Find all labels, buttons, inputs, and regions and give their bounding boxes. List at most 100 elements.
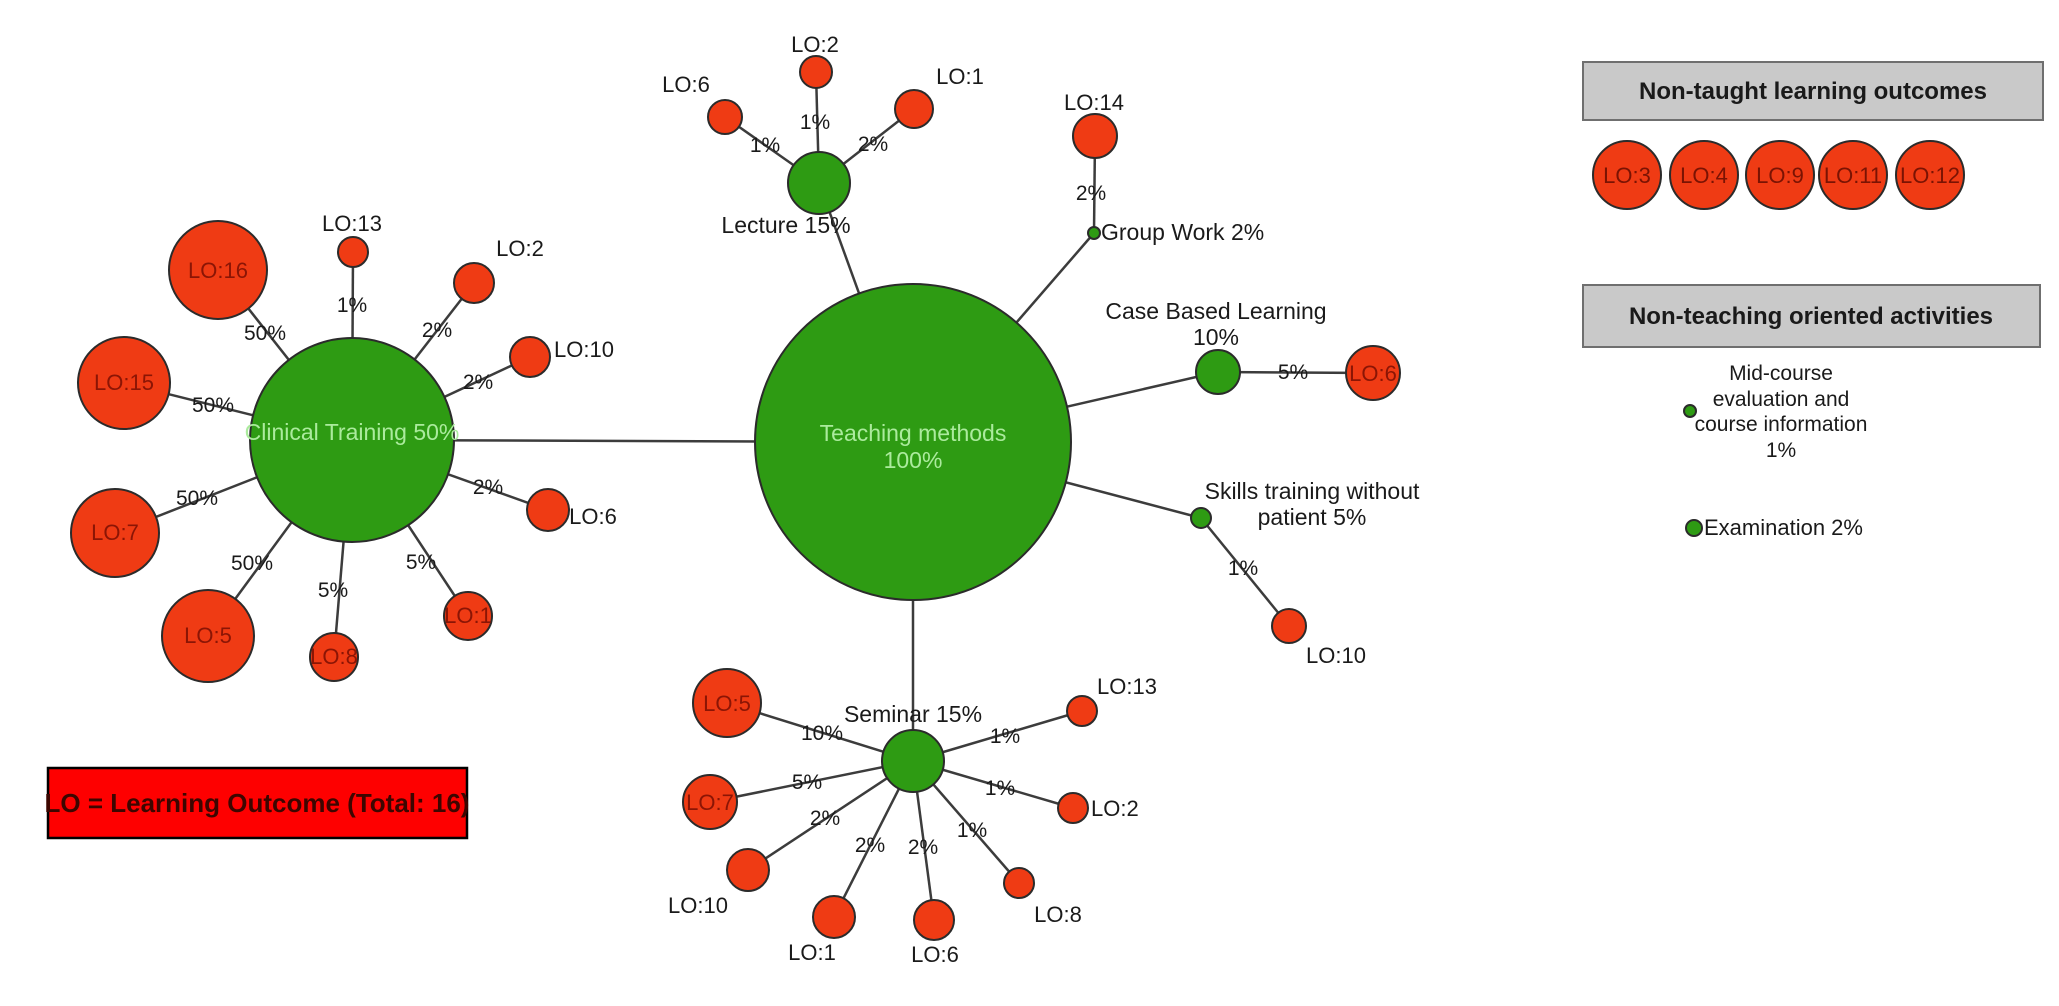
node-seminar-lo2	[1057, 792, 1089, 824]
node-clinical-lo10	[509, 336, 551, 378]
midcourse-line2: evaluation and	[1713, 388, 1850, 411]
clinical-lo10-pct: 2%	[463, 371, 493, 394]
non-taught-lo9-label: LO:9	[1756, 163, 1804, 188]
group-work-lo14-label: LO:14	[1064, 90, 1124, 115]
skills-lo10-pct: 1%	[1228, 557, 1258, 580]
node-seminar-lo10	[726, 848, 770, 892]
non-taught-lo4-label: LO:4	[1680, 163, 1728, 188]
seminar-lo2-label: LO:2	[1091, 796, 1139, 821]
midcourse-node	[1683, 404, 1697, 418]
clinical-lo16-pct: 50%	[244, 322, 286, 345]
node-lecture-lo1	[894, 89, 934, 129]
case-based-lo6-pct: 5%	[1278, 361, 1308, 384]
case-based-label-line2: 10%	[1193, 324, 1239, 350]
clinical-lo10-label: LO:10	[554, 337, 614, 362]
lecture-lo1-pct: 2%	[858, 133, 888, 156]
non-teaching-title: Non-teaching oriented activities	[1629, 303, 1993, 330]
skills-lo10-label: LO:10	[1306, 643, 1366, 668]
lecture-lo6-pct: 1%	[750, 134, 780, 157]
edge-skills-lo10	[1200, 517, 1290, 627]
node-clinical-lo6	[526, 488, 570, 532]
clinical-lo7-label: LO:7	[91, 520, 139, 545]
seminar-lo13-pct: 1%	[990, 725, 1020, 748]
node-seminar-lo7	[682, 774, 738, 830]
skills-label-line1: Skills training without	[1205, 478, 1420, 504]
clinical-lo5-label: LO:5	[184, 623, 232, 648]
node-lecture-lo6	[707, 99, 743, 135]
seminar-lo1-pct: 2%	[855, 834, 885, 857]
group-work-label: Group Work 2%	[1101, 219, 1264, 245]
clinical-lo15-label: LO:15	[94, 370, 154, 395]
seminar-lo10-label: LO:10	[668, 893, 728, 918]
node-clinical-lo2	[453, 262, 495, 304]
clinical-lo1-label: LO:1	[444, 603, 492, 628]
clinical-lo13-pct: 1%	[337, 294, 367, 317]
case-based-label-line1: Case Based Learning	[1105, 298, 1326, 324]
clinical-lo15-pct: 50%	[192, 394, 234, 417]
non-taught-lo12-node	[1895, 140, 1965, 210]
clinical-lo16-label: LO:16	[188, 258, 248, 283]
lecture-lo2-pct: 1%	[800, 111, 830, 134]
edge-seminar-lo10	[747, 759, 914, 872]
node-case-based-learning	[1195, 349, 1241, 395]
node-clinical-lo7	[70, 488, 160, 578]
non-taught-lo3-label: LO:3	[1603, 163, 1651, 188]
seminar-lo8-label: LO:8	[1034, 902, 1082, 927]
non-taught-lo4-node	[1669, 140, 1739, 210]
clinical-lo1-pct: 5%	[406, 551, 436, 574]
non-teaching-header-box	[1582, 284, 2041, 348]
non-taught-lo11-node	[1818, 140, 1888, 210]
node-lecture	[787, 151, 851, 215]
node-teaching-methods	[754, 283, 1072, 601]
node-group-work-lo14	[1072, 113, 1118, 159]
lecture-lo1-label: LO:1	[936, 64, 984, 89]
seminar-lo2-pct: 1%	[985, 777, 1015, 800]
node-clinical-lo5	[161, 589, 255, 683]
seminar-lo7-pct: 5%	[792, 771, 822, 794]
skills-label-line2: patient 5%	[1258, 504, 1367, 530]
node-case-based-lo6	[1345, 345, 1401, 401]
node-lecture-lo2	[799, 55, 833, 89]
clinical-lo5-pct: 50%	[231, 552, 273, 575]
clinical-lo8-pct: 5%	[318, 579, 348, 602]
legend-box-label: LO = Learning Outcome (Total: 16)	[45, 788, 470, 818]
node-clinical-lo16	[168, 220, 268, 320]
non-taught-header-box	[1582, 61, 2044, 121]
node-clinical-training	[249, 337, 455, 543]
non-taught-lo9-node	[1745, 140, 1815, 210]
clinical-lo13-label: LO:13	[322, 211, 382, 236]
non-taught-title: Non-taught learning outcomes	[1639, 78, 1987, 105]
non-taught-lo3-node	[1592, 140, 1662, 210]
clinical-training-label: Clinical Training 50%	[245, 419, 460, 445]
examination-node	[1685, 519, 1703, 537]
seminar-lo6-pct: 2%	[908, 836, 938, 859]
seminar-lo5-label: LO:5	[703, 691, 751, 716]
teaching-methods-label-line2: 100%	[884, 447, 943, 473]
node-skills-lo10	[1271, 608, 1307, 644]
seminar-lo7-label: LO:7	[686, 790, 734, 815]
clinical-lo6-pct: 2%	[473, 476, 503, 499]
node-seminar	[881, 729, 945, 793]
non-taught-lo12-label: LO:12	[1900, 163, 1960, 188]
midcourse-line1: Mid-course	[1729, 362, 1833, 385]
legend-box	[46, 766, 469, 840]
clinical-lo2-label: LO:2	[496, 236, 544, 261]
node-clinical-lo8	[309, 632, 359, 682]
lecture-label: Lecture 15%	[721, 212, 850, 238]
node-seminar-lo1	[812, 895, 856, 939]
node-seminar-lo6	[913, 899, 955, 941]
node-clinical-lo13	[337, 236, 369, 268]
seminar-lo10-pct: 2%	[810, 807, 840, 830]
clinical-lo8-label: LO:8	[310, 644, 358, 669]
midcourse-line3: course information	[1695, 413, 1868, 436]
seminar-lo13-label: LO:13	[1097, 674, 1157, 699]
examination-label: Examination 2%	[1704, 515, 1863, 540]
case-based-lo6-label: LO:6	[1349, 361, 1397, 386]
node-clinical-lo1	[443, 591, 493, 641]
seminar-lo5-pct: 10%	[801, 722, 843, 745]
seminar-lo8-pct: 1%	[957, 819, 987, 842]
lecture-lo6-label: LO:6	[662, 72, 710, 97]
non-taught-lo11-label: LO:11	[1824, 163, 1882, 188]
